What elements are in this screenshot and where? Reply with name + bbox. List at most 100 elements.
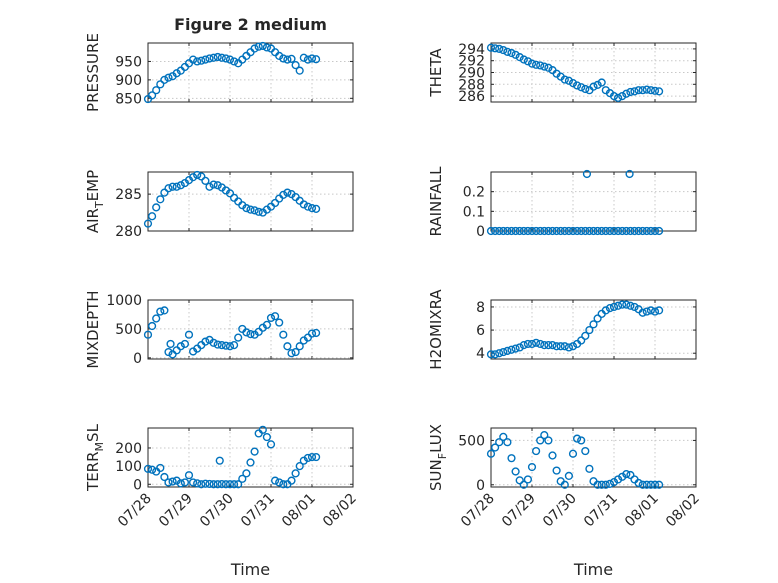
data-point bbox=[581, 226, 590, 236]
data-point bbox=[564, 226, 574, 236]
data-point bbox=[279, 190, 288, 199]
data-point bbox=[148, 91, 157, 100]
data-point bbox=[544, 341, 553, 350]
data-point bbox=[491, 350, 500, 359]
y-tick-label: 294 bbox=[458, 42, 485, 58]
data-point bbox=[184, 330, 194, 339]
data-point bbox=[266, 313, 276, 323]
data-point bbox=[507, 48, 516, 58]
data-point bbox=[250, 44, 259, 53]
y-tick-label: 0.1 bbox=[463, 204, 485, 220]
data-point bbox=[589, 82, 598, 91]
data-point bbox=[160, 306, 169, 315]
y-axis-label: SUNFLUX bbox=[427, 424, 449, 491]
data-point bbox=[312, 204, 321, 213]
data-point bbox=[279, 480, 288, 489]
data-point bbox=[597, 78, 606, 87]
data-point bbox=[582, 169, 592, 179]
data-point bbox=[486, 449, 496, 458]
data-point bbox=[279, 54, 288, 63]
y-tick-label: 900 bbox=[115, 73, 142, 89]
y-axis-label: PRESSURE bbox=[84, 33, 102, 112]
data-point bbox=[613, 93, 623, 102]
data-point bbox=[156, 80, 165, 89]
data-point bbox=[552, 342, 561, 351]
data-point bbox=[564, 343, 574, 352]
data-point bbox=[209, 338, 218, 347]
y-axis-label: TERRMSL bbox=[84, 423, 106, 492]
data-point bbox=[307, 54, 317, 63]
data-point bbox=[503, 47, 512, 56]
data-point bbox=[168, 182, 177, 191]
data-point bbox=[234, 333, 243, 342]
data-point bbox=[258, 41, 267, 51]
y-tick-label: 288 bbox=[458, 77, 485, 93]
data-point bbox=[291, 347, 300, 357]
data-point bbox=[230, 57, 239, 66]
data-point bbox=[303, 55, 313, 64]
data-point bbox=[193, 57, 202, 66]
data-point bbox=[577, 436, 586, 445]
data-point bbox=[634, 226, 643, 236]
data-point bbox=[176, 479, 185, 488]
plot-border bbox=[147, 427, 354, 488]
data-point bbox=[495, 44, 504, 54]
data-point bbox=[605, 303, 615, 313]
data-point bbox=[618, 300, 627, 309]
data-point bbox=[597, 226, 606, 236]
data-point bbox=[250, 206, 259, 215]
panel-terr_msl: 0 100 200 TERRMSL bbox=[84, 423, 354, 493]
data-point bbox=[495, 349, 504, 358]
data-point bbox=[486, 43, 496, 52]
y-tick-label: 280 bbox=[115, 224, 142, 240]
panel-air_temp: 280 285 AIRTEMP bbox=[84, 170, 354, 240]
x-tick-label: 07/30 bbox=[540, 491, 580, 531]
y-axis-label: AIRTEMP bbox=[84, 170, 106, 233]
data-point bbox=[519, 341, 528, 350]
data-point bbox=[148, 465, 157, 474]
data-point bbox=[527, 226, 537, 236]
data-point bbox=[283, 342, 292, 351]
data-point bbox=[536, 226, 545, 236]
data-point bbox=[503, 226, 512, 236]
data-point bbox=[503, 438, 512, 447]
y-tick-label: 285 bbox=[115, 187, 142, 203]
data-point bbox=[295, 66, 304, 75]
data-point bbox=[646, 86, 656, 95]
data-point bbox=[295, 462, 304, 471]
data-point bbox=[193, 170, 202, 180]
data-point bbox=[271, 198, 280, 208]
panel-rainfall: 0 0.1 0.2 RAINFALL bbox=[427, 166, 697, 240]
y-tick-label: 100 bbox=[115, 459, 142, 475]
data-point bbox=[143, 219, 153, 228]
data-point bbox=[564, 76, 574, 85]
data-point bbox=[221, 54, 231, 63]
y-tick-label: 950 bbox=[115, 54, 142, 70]
data-point bbox=[552, 466, 561, 475]
data-point bbox=[213, 340, 222, 349]
data-point bbox=[215, 456, 224, 465]
data-point bbox=[143, 464, 153, 473]
data-point bbox=[246, 205, 255, 214]
y-axis-label: H2OMIXRA bbox=[427, 289, 445, 370]
data-point bbox=[638, 480, 647, 489]
data-point bbox=[283, 188, 292, 197]
y-tick-label: 500 bbox=[115, 322, 142, 338]
x-tick-label: 07/29 bbox=[499, 491, 539, 531]
data-point bbox=[515, 476, 524, 485]
y-tick-label: 0 bbox=[476, 478, 485, 494]
data-point bbox=[230, 341, 239, 350]
data-point bbox=[287, 476, 296, 485]
data-point bbox=[609, 302, 619, 312]
data-point bbox=[209, 180, 218, 189]
data-point bbox=[246, 330, 255, 339]
plot-border bbox=[490, 299, 697, 360]
plot-area bbox=[147, 42, 354, 103]
data-point bbox=[531, 446, 541, 456]
data-point bbox=[581, 84, 590, 94]
data-point bbox=[626, 301, 635, 310]
data-point bbox=[622, 300, 631, 309]
data-point bbox=[560, 75, 569, 84]
data-point bbox=[515, 53, 524, 62]
data-point bbox=[250, 447, 259, 456]
